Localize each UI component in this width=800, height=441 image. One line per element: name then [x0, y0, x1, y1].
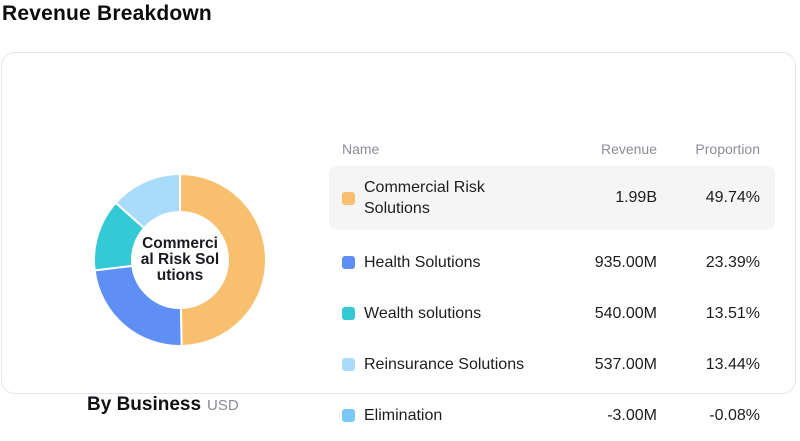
column-header-proportion: Proportion: [695, 140, 760, 157]
donut-center-line: Commerci: [142, 235, 218, 252]
table-row[interactable]: Elimination -3.00M -0.08%: [329, 390, 775, 441]
donut-center-line: utions: [156, 267, 204, 284]
column-header-name: Name: [342, 140, 380, 157]
proportion-value: 13.51%: [705, 304, 760, 322]
table-row[interactable]: Commercial Risk Solutions 1.99B 49.74%: [329, 166, 775, 230]
revenue-breakdown-card: Commerci al Risk Sol utions By Business U…: [1, 52, 796, 424]
proportion-value: 23.39%: [705, 253, 760, 271]
dimension-label: By Business: [87, 394, 202, 415]
donut-center-label: Commerci al Risk Sol utions: [120, 236, 240, 284]
table-row[interactable]: Reinsurance Solutions 537.00M 13.44%: [329, 339, 775, 390]
legend-swatch: [342, 191, 355, 205]
donut-slice[interactable]: [179, 172, 267, 348]
series-name: Elimination: [364, 407, 443, 424]
table-header-row: Name Revenue Proportion: [329, 138, 775, 159]
proportion-value: 13.44%: [705, 355, 760, 373]
series-name: Reinsurance Solutions: [364, 356, 525, 373]
chart-footer: By Business USD: [87, 394, 287, 416]
page-title: Revenue Breakdown: [2, 2, 212, 25]
donut-slice[interactable]: [114, 172, 181, 230]
table-row[interactable]: Health Solutions 935.00M 23.39%: [329, 237, 775, 288]
revenue-value: 540.00M: [594, 304, 657, 322]
currency-unit-label: USD: [207, 397, 239, 414]
series-name: Wealth solutions: [364, 305, 482, 322]
series-name: Commercial Risk Solutions: [364, 179, 485, 217]
legend-swatch: [342, 358, 355, 371]
series-name: Health Solutions: [364, 254, 481, 271]
revenue-value: 1.99B: [615, 189, 657, 206]
revenue-value: 537.00M: [594, 355, 657, 373]
legend-swatch: [342, 256, 355, 269]
table-row[interactable]: Wealth solutions 540.00M 13.51%: [329, 288, 775, 339]
revenue-value: 935.00M: [594, 253, 657, 271]
donut-center-line: al Risk Sol: [140, 251, 220, 268]
proportion-value: -0.08%: [709, 406, 760, 424]
column-header-revenue: Revenue: [600, 140, 657, 157]
donut-chart[interactable]: [92, 172, 268, 348]
proportion-value: 49.74%: [705, 189, 760, 206]
legend-swatch: [342, 409, 355, 422]
revenue-value: -3.00M: [607, 406, 657, 424]
legend-swatch: [342, 307, 355, 320]
legend-table: Name Revenue Proportion Commercial Risk …: [329, 138, 775, 441]
